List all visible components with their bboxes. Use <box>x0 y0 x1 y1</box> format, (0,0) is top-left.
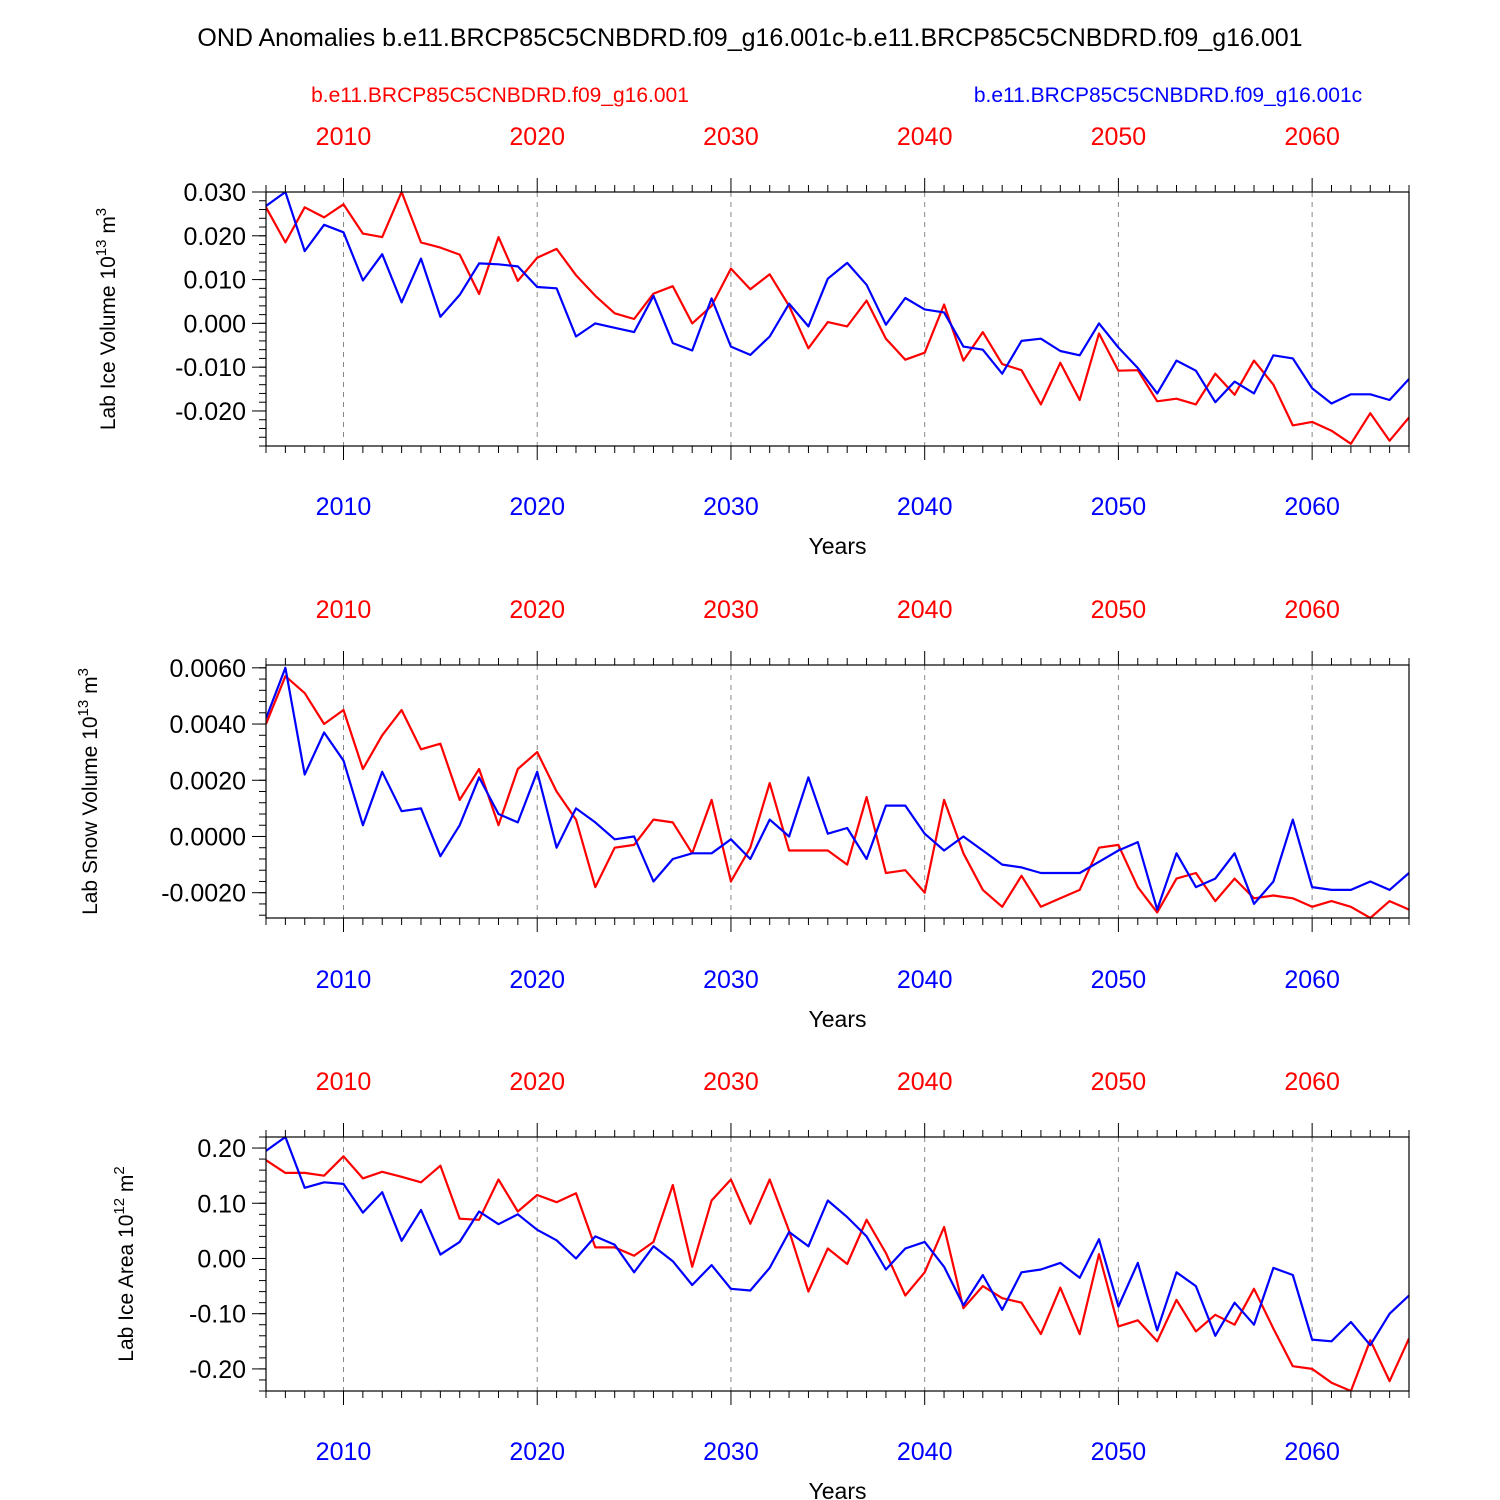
y-tick-label: -0.0020 <box>161 880 246 908</box>
x-axis-label: Years <box>809 1478 867 1500</box>
x-tick-label-bottom: 2040 <box>897 966 953 994</box>
y-tick-label: 0.0040 <box>170 711 246 739</box>
x-tick-label-top: 2010 <box>316 123 372 151</box>
y-tick-label: 0.10 <box>197 1190 246 1218</box>
x-tick-label-top: 2040 <box>897 123 953 151</box>
x-tick-label-bottom: 2010 <box>316 493 372 521</box>
x-tick-label-top: 2010 <box>316 1068 372 1096</box>
series-line-blue <box>266 1137 1409 1347</box>
x-tick-label-bottom: 2060 <box>1284 493 1340 521</box>
legend-label-red: b.e11.BRCP85C5CNBDRD.f09_g16.001 <box>311 84 689 107</box>
x-tick-label-bottom: 2030 <box>703 966 759 994</box>
y-tick-label: 0.20 <box>197 1135 246 1163</box>
y-tick-label: -0.020 <box>175 398 246 426</box>
y-tick-label: 0.020 <box>183 223 246 251</box>
x-tick-label-bottom: 2030 <box>703 1438 759 1466</box>
x-tick-label-top: 2050 <box>1091 1068 1147 1096</box>
y-tick-label: -0.010 <box>175 354 246 382</box>
x-tick-label-top: 2050 <box>1091 596 1147 624</box>
x-tick-label-bottom: 2020 <box>509 493 565 521</box>
x-tick-label-bottom: 2020 <box>509 966 565 994</box>
x-tick-label-top: 2060 <box>1284 596 1340 624</box>
y-tick-label: 0.0000 <box>170 823 246 851</box>
y-axis-label: Lab Snow Volume 1013 m3 <box>75 668 102 915</box>
plot-frame <box>265 1136 1410 1392</box>
x-tick-label-top: 2040 <box>897 1068 953 1096</box>
x-tick-label-bottom: 2050 <box>1091 1438 1147 1466</box>
x-tick-label-top: 2020 <box>509 596 565 624</box>
series-line-blue <box>266 192 1409 405</box>
x-tick-label-top: 2030 <box>703 1068 759 1096</box>
x-tick-label-bottom: 2020 <box>509 1438 565 1466</box>
x-tick-label-top: 2050 <box>1091 123 1147 151</box>
x-tick-label-bottom: 2050 <box>1091 493 1147 521</box>
y-tick-label: 0.010 <box>183 267 246 295</box>
y-tick-label: 0.0020 <box>170 767 246 795</box>
panel-3: -0.20 -0.10 0.00 0.10 0.20 2010 2010 2020 2020 20… <box>111 1068 1410 1500</box>
x-tick-label-top: 2040 <box>897 596 953 624</box>
x-tick-label-top: 2010 <box>316 596 372 624</box>
y-tick-label: -0.20 <box>189 1356 246 1384</box>
y-axis-label: Lab Ice Volume 1013 m3 <box>93 208 120 430</box>
series-line-red <box>266 192 1409 445</box>
series-line-red <box>266 1155 1409 1391</box>
series-line-red <box>266 675 1409 918</box>
x-axis-label: Years <box>809 1006 867 1032</box>
x-tick-label-top: 2020 <box>509 123 565 151</box>
plot-frame <box>265 664 1410 919</box>
x-tick-label-top: 2060 <box>1284 123 1340 151</box>
y-axis-label: Lab Ice Area 1012 m2 <box>111 1166 138 1361</box>
x-axis-label: Years <box>809 533 867 559</box>
x-tick-label-bottom: 2040 <box>897 493 953 521</box>
legend-label-blue: b.e11.BRCP85C5CNBDRD.f09_g16.001c <box>974 84 1362 107</box>
x-tick-label-bottom: 2010 <box>316 966 372 994</box>
series-line-blue <box>266 666 1409 911</box>
x-tick-label-bottom: 2050 <box>1091 966 1147 994</box>
x-tick-label-bottom: 2040 <box>897 1438 953 1466</box>
y-tick-label: 0.0060 <box>170 655 246 683</box>
panel-2: -0.0020 0.0000 0.0020 0.0040 0.0060 2010 2010 2… <box>75 596 1410 1032</box>
panels: -0.020 -0.010 0.000 0.010 0.020 0.030 2010 2010… <box>75 123 1410 1500</box>
x-tick-label-top: 2030 <box>703 596 759 624</box>
figure-title: OND Anomalies b.e11.BRCP85C5CNBDRD.f09_g… <box>197 24 1302 52</box>
plot-frame <box>265 191 1410 447</box>
x-tick-label-top: 2020 <box>509 1068 565 1096</box>
x-tick-label-bottom: 2060 <box>1284 1438 1340 1466</box>
y-tick-label: 0.000 <box>183 310 246 338</box>
y-tick-label: -0.10 <box>189 1301 246 1329</box>
y-tick-label: 0.00 <box>197 1245 246 1273</box>
x-tick-label-top: 2030 <box>703 123 759 151</box>
x-tick-label-bottom: 2030 <box>703 493 759 521</box>
panel-1: -0.020 -0.010 0.000 0.010 0.020 0.030 2010 2010… <box>93 123 1410 559</box>
x-tick-label-top: 2060 <box>1284 1068 1340 1096</box>
x-tick-label-bottom: 2010 <box>316 1438 372 1466</box>
y-tick-label: 0.030 <box>183 179 246 207</box>
x-tick-label-bottom: 2060 <box>1284 966 1340 994</box>
